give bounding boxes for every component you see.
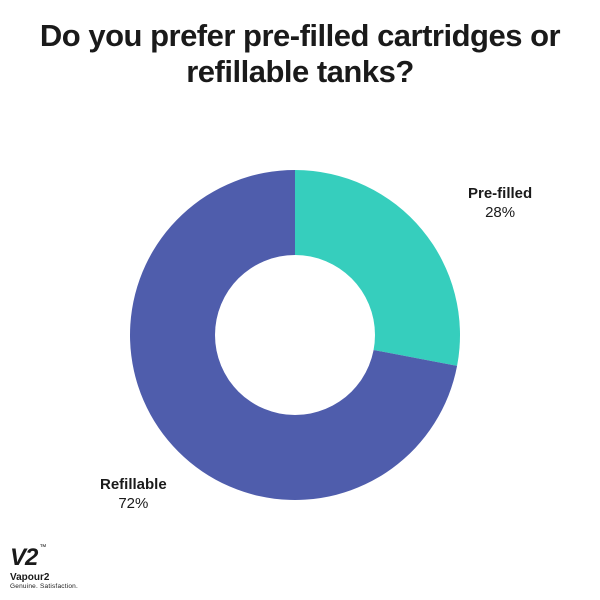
chart-title: Do you prefer pre-filled cartridges or r… bbox=[0, 18, 600, 90]
logo-line3: Genuine. Satisfaction. bbox=[10, 583, 78, 590]
logo-line2: Vapour2 bbox=[10, 572, 78, 583]
slice-label-pct: 72% bbox=[100, 495, 167, 514]
donut-hole bbox=[215, 255, 375, 415]
chart-title-line2: refillable tanks? bbox=[186, 54, 414, 89]
chart-title-line1: Do you prefer pre-filled cartridges or bbox=[40, 18, 560, 53]
logo-mark: V2 bbox=[10, 544, 37, 571]
donut-chart bbox=[130, 170, 460, 500]
slice-label-name: Refillable bbox=[100, 476, 167, 495]
slice-label-pct: 28% bbox=[468, 204, 532, 223]
brand-logo: V2™ Vapour2 Genuine. Satisfaction. bbox=[10, 544, 78, 590]
slice-label-name: Pre-filled bbox=[468, 185, 532, 204]
donut-svg bbox=[130, 170, 460, 500]
logo-tm: ™ bbox=[39, 544, 46, 551]
slice-label-refillable: Refillable 72% bbox=[100, 476, 167, 514]
slice-label-prefilled: Pre-filled 28% bbox=[468, 185, 532, 223]
